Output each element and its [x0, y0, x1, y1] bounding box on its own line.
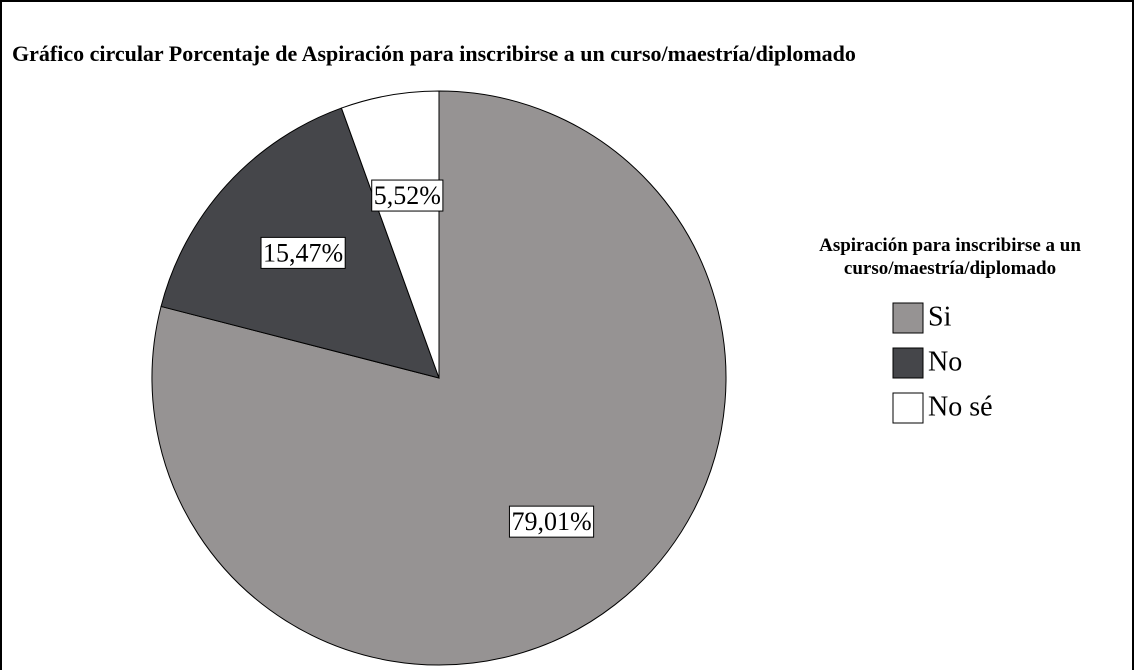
legend-label: No sé	[928, 391, 993, 422]
legend-title: Aspiración para inscribirse a un curso/m…	[819, 235, 1081, 279]
chart-title: Gráfico circular Porcentaje de Aspiració…	[12, 41, 856, 66]
legend-swatch	[892, 302, 924, 334]
legend-swatch	[892, 347, 924, 379]
data-label-box	[371, 179, 444, 212]
pie-slice	[340, 90, 440, 379]
legend-label: No	[928, 346, 962, 377]
data-label-box	[260, 236, 346, 269]
legend-swatch	[892, 392, 924, 424]
data-label: 79,01%	[511, 507, 591, 536]
data-label: 15,47%	[263, 238, 343, 267]
data-label: 5,52%	[374, 181, 441, 210]
legend-label: Si	[928, 301, 952, 332]
data-label-box	[508, 505, 595, 538]
